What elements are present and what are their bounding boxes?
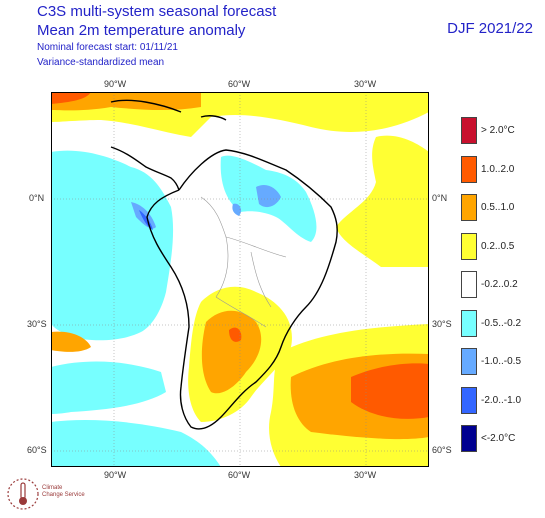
thermometer-logo-icon bbox=[7, 478, 39, 510]
lat-right-tick: 30°S bbox=[432, 319, 452, 329]
lon-bottom-tick: 30°W bbox=[354, 470, 377, 480]
legend-label: -1.0..-0.5 bbox=[481, 356, 522, 367]
coast-caribbean bbox=[110, 99, 227, 121]
legend-label: -2.0..-1.0 bbox=[481, 394, 522, 406]
lon-bottom-tick: 60°W bbox=[228, 470, 251, 480]
anomaly-southcone-hot bbox=[229, 327, 242, 342]
lon-bottom-tick: 90°W bbox=[104, 470, 127, 480]
lat-right-tick: 0°N bbox=[432, 193, 448, 203]
coast-south-america bbox=[146, 149, 338, 430]
anomaly-caribbean-hot bbox=[51, 92, 91, 104]
lon-top-tick: 60°W bbox=[228, 79, 251, 89]
anomaly-pacific-south-cool bbox=[51, 361, 166, 414]
legend-label: -0.5..-0.2 bbox=[481, 317, 522, 329]
anomaly-map bbox=[51, 92, 429, 467]
anomaly-amazon-cold bbox=[256, 185, 281, 208]
legend-label: -0.2..0.2 bbox=[481, 279, 518, 290]
method-label: Variance-standardized mean bbox=[37, 57, 165, 68]
legend-label: 1.0..2.0 bbox=[481, 163, 515, 175]
lat-right-tick: 60°S bbox=[432, 445, 452, 455]
season-label: DJF 2021/22 bbox=[447, 20, 533, 37]
anomaly-southcone-mid bbox=[201, 310, 262, 394]
logo-text-line1: Climate bbox=[42, 485, 63, 491]
legend-label: <-2.0°C bbox=[481, 433, 516, 444]
anomaly-amazon-cold-2 bbox=[232, 203, 242, 216]
anomaly-sw-pacific-warm bbox=[51, 331, 91, 352]
legend-swatch bbox=[461, 271, 477, 298]
lat-left-tick: 60°S bbox=[27, 445, 47, 455]
legend-label: 0.2..0.5 bbox=[481, 240, 515, 252]
anomaly-south-cool bbox=[51, 420, 221, 467]
lon-top-tick: 90°W bbox=[104, 79, 127, 89]
coast-central-america bbox=[110, 146, 180, 191]
lon-top-tick: 30°W bbox=[354, 79, 377, 89]
copernicus-logo bbox=[5, 476, 41, 517]
anomaly-pacific-cool bbox=[51, 150, 174, 341]
legend-label: 0.5..1.0 bbox=[481, 202, 515, 213]
legend-swatch bbox=[461, 386, 477, 414]
legend-swatch bbox=[461, 425, 477, 452]
legend-swatch bbox=[461, 117, 477, 144]
anomaly-atlantic-hot bbox=[351, 363, 429, 419]
logo-text-line2: Change Service bbox=[42, 492, 85, 498]
lat-left-tick: 30°S bbox=[27, 319, 47, 329]
map-subtitle: Mean 2m temperature anomaly bbox=[37, 22, 246, 39]
map-title: C3S multi-system seasonal forecast bbox=[37, 3, 277, 20]
forecast-start-label: Nominal forecast start: 01/11/21 bbox=[37, 42, 178, 53]
legend-label: > 2.0°C bbox=[481, 125, 515, 136]
legend-swatch bbox=[461, 155, 477, 183]
lat-left-tick: 0°N bbox=[29, 193, 45, 203]
legend-swatch bbox=[461, 348, 477, 375]
legend-swatch bbox=[461, 194, 477, 221]
legend-swatch bbox=[461, 309, 477, 337]
legend-swatch bbox=[461, 232, 477, 260]
anomaly-east-warm bbox=[336, 135, 429, 267]
